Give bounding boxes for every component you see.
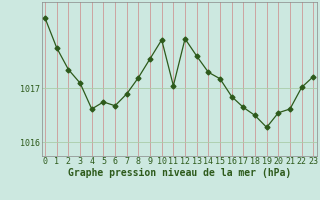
X-axis label: Graphe pression niveau de la mer (hPa): Graphe pression niveau de la mer (hPa) [68, 168, 291, 178]
